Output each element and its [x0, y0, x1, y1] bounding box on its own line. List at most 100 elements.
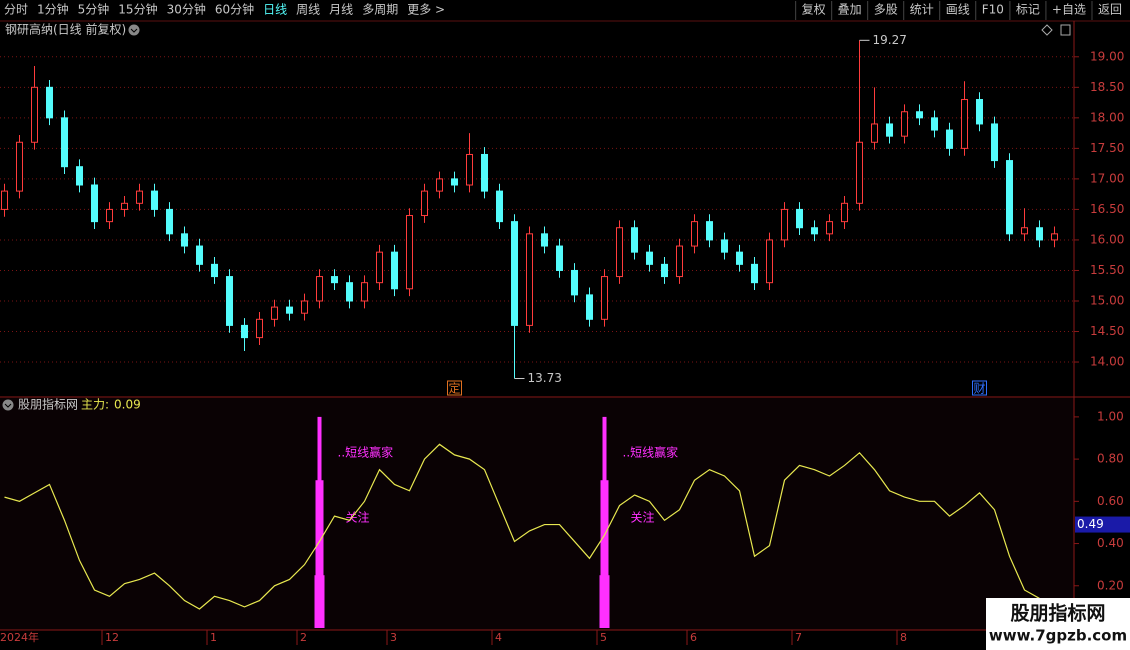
candle-body	[1051, 233, 1058, 241]
candle-body	[421, 190, 428, 217]
indicator-title: 股朋指标网	[18, 397, 78, 412]
candle-body	[841, 202, 848, 223]
y-tick-label: 18.00	[1090, 110, 1124, 124]
diamond-icon[interactable]	[1041, 24, 1053, 36]
toolbar-button[interactable]: 统计	[910, 3, 934, 17]
candle-body	[511, 221, 518, 326]
candle-body	[646, 251, 653, 265]
signal-annotation: ..短线赢家	[338, 444, 394, 459]
candle-body	[76, 166, 83, 186]
toolbar-button[interactable]: 多股	[874, 3, 898, 17]
candle-body	[226, 276, 233, 326]
candle-body	[361, 282, 368, 302]
event-marker[interactable]: 财	[973, 382, 985, 396]
candle-body	[316, 276, 323, 302]
x-tick-label: 3	[390, 631, 397, 644]
watermark-box	[986, 598, 1130, 650]
candle-body	[961, 99, 968, 149]
candle-body	[721, 239, 728, 253]
toolbar-item[interactable]: 更多 >	[407, 3, 445, 17]
candle-body	[406, 215, 413, 290]
candle-body	[106, 208, 113, 223]
candle-body	[706, 221, 713, 241]
candle-body	[376, 251, 383, 284]
signal-bar-base	[600, 480, 609, 628]
candle-body	[736, 251, 743, 265]
candle-body	[91, 184, 98, 223]
signal-bar-foot	[599, 575, 610, 628]
y-tick-label: 19.00	[1090, 49, 1124, 63]
toolbar-button[interactable]: 返回	[1098, 3, 1122, 17]
y-tick-label: 18.50	[1090, 80, 1124, 94]
dropdown-arrow	[4, 403, 12, 408]
toolbar-button[interactable]: 画线	[946, 3, 970, 17]
panel-icon[interactable]	[1060, 24, 1071, 36]
max-label: 19.27	[873, 33, 907, 47]
min-label: 13.73	[528, 371, 562, 385]
candle-body	[16, 141, 23, 192]
x-tick-label: 2024年	[0, 630, 39, 644]
candle-body	[946, 129, 953, 149]
candle-body	[211, 263, 218, 278]
x-tick-label: 6	[690, 631, 697, 644]
x-tick-label: 2	[300, 631, 307, 644]
legend-label: 主力:	[81, 398, 109, 412]
candle-body	[271, 306, 278, 320]
candle-body	[466, 153, 473, 186]
toolbar-item[interactable]: 5分钟	[78, 2, 110, 17]
y-tick-label: 17.00	[1090, 171, 1124, 185]
y-tick-label: 15.00	[1090, 293, 1124, 307]
x-tick-label: 5	[600, 631, 607, 644]
indicator-background	[0, 398, 1074, 630]
y-tick-label: 0.80	[1097, 452, 1124, 466]
cursor-box	[1075, 516, 1130, 533]
dropdown-icon[interactable]	[2, 399, 14, 411]
toolbar-item[interactable]: 60分钟	[215, 2, 254, 17]
y-tick-label: 17.50	[1090, 141, 1124, 155]
candle-body	[691, 221, 698, 247]
watermark-title: 股朋指标网	[1010, 603, 1105, 625]
signal-annotation: 关注	[346, 510, 370, 525]
toolbar-button[interactable]: 标记	[1016, 3, 1040, 17]
indicator-line	[4, 443, 1055, 610]
toolbar-item[interactable]: 15分钟	[118, 2, 157, 17]
candle-body	[391, 251, 398, 290]
toolbar-item[interactable]: 多周期	[362, 3, 398, 17]
toolbar-button[interactable]: 复权	[802, 3, 826, 17]
signal-annotation: 关注	[631, 510, 655, 525]
toolbar-button[interactable]: F10	[982, 3, 1004, 17]
toolbar-button[interactable]: 叠加	[838, 3, 862, 17]
event-marker[interactable]: 定	[448, 381, 460, 396]
candle-body	[601, 276, 608, 320]
toolbar-item[interactable]: 周线	[296, 3, 320, 17]
candle-body	[1, 190, 8, 210]
toolbar-item[interactable]: 日线	[263, 3, 287, 17]
dropdown-icon[interactable]	[128, 24, 140, 36]
candle-body	[901, 111, 908, 137]
candle-body	[991, 123, 998, 162]
x-tick-label: 7	[795, 631, 802, 644]
stock-title: 钢研高纳(日线 前复权)	[5, 22, 126, 37]
x-tick-label: 8	[900, 631, 907, 644]
candle-body	[871, 123, 878, 143]
candle-body	[886, 123, 893, 137]
candle-body	[436, 178, 443, 192]
y-tick-label: 16.00	[1090, 232, 1124, 246]
y-tick-label: 0.60	[1097, 494, 1124, 508]
candle-body	[931, 117, 938, 131]
candle-body	[1036, 227, 1043, 241]
candle-body	[571, 269, 578, 296]
toolbar-item[interactable]: 月线	[329, 3, 353, 17]
toolbar-item[interactable]: 分时	[4, 3, 28, 17]
candle-body	[166, 208, 173, 235]
candle-body	[856, 141, 863, 204]
toolbar-button[interactable]: +自选	[1052, 3, 1086, 17]
dropdown-arrow	[130, 28, 138, 33]
candle-body	[796, 208, 803, 229]
candle-body	[676, 245, 683, 278]
toolbar-item[interactable]: 1分钟	[37, 2, 69, 17]
candle-body	[136, 190, 143, 204]
candle-body	[826, 221, 833, 235]
candle-body	[556, 245, 563, 271]
toolbar-item[interactable]: 30分钟	[167, 2, 206, 17]
